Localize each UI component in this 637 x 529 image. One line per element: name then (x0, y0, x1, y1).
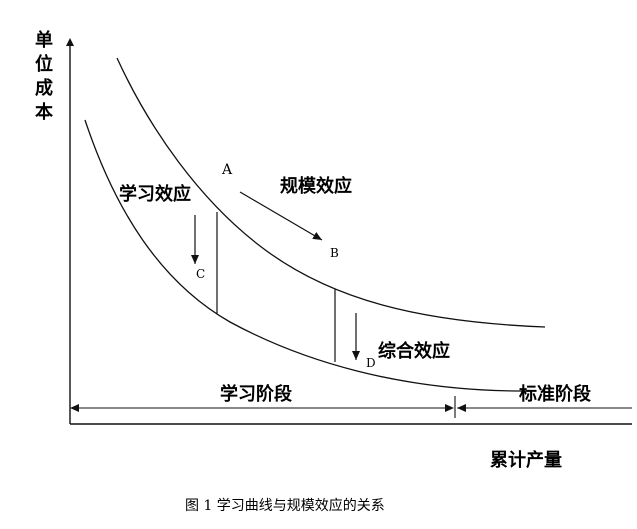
learning-stage-arrow-right-head (445, 404, 454, 412)
scale-effect-arrow (239, 191, 323, 241)
point-a-label: A (221, 162, 233, 178)
y-axis-arrowhead (66, 38, 74, 46)
y-axis-label-char-3: 成 (35, 77, 53, 99)
point-b-label: B (330, 246, 339, 260)
upper-cost-curve (116, 57, 546, 328)
figure-caption: 图 1 学习曲线与规模效应的关系 (185, 497, 385, 514)
learning-stage-label: 学习阶段 (220, 383, 293, 405)
lower-cost-curve (84, 119, 531, 392)
y-axis-label-char-4: 本 (35, 101, 53, 123)
scale-effect-label: 规模效应 (280, 175, 352, 197)
standard-stage-label: 标准阶段 (518, 383, 592, 405)
learning-stage-arrow-left-head (70, 404, 79, 412)
combined-effect-label: 综合效应 (378, 340, 450, 362)
x-axis-label: 累计产量 (490, 449, 562, 471)
learning-effect-label: 学习效应 (119, 183, 191, 205)
point-c-label: C (196, 267, 205, 281)
y-axis-label-char-1: 单 (35, 29, 53, 51)
standard-stage-arrow-left-head (457, 404, 466, 412)
y-axis-label-char-2: 位 (35, 53, 53, 75)
point-d-label: D (366, 356, 376, 370)
